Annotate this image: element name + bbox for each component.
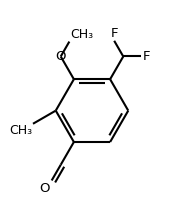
Text: O: O (39, 182, 50, 195)
Text: O: O (56, 50, 66, 63)
Text: CH₃: CH₃ (9, 124, 32, 137)
Text: CH₃: CH₃ (70, 28, 93, 41)
Text: F: F (143, 50, 150, 63)
Text: F: F (110, 27, 118, 40)
